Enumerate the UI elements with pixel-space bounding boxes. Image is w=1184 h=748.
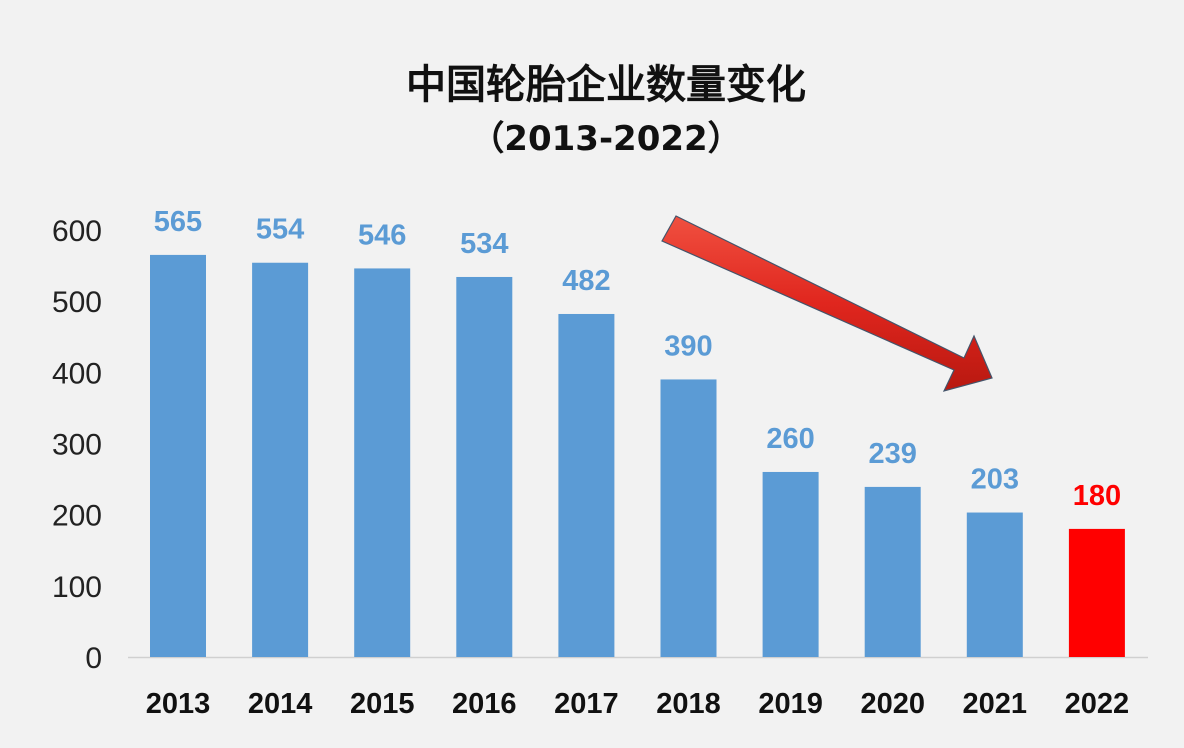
trend-arrow-icon (661, 215, 993, 392)
y-tick-label: 0 (85, 642, 102, 675)
bar (1068, 528, 1125, 657)
plot-area: 0 100 200 300 400 500 600 565 2013 554 2014 546 2015… (52, 206, 1148, 720)
data-label: 546 (358, 219, 406, 251)
data-label: 482 (562, 265, 610, 297)
chart-title: 中国轮胎企业数量变化 (406, 62, 806, 108)
data-label: 203 (971, 464, 1019, 496)
y-tick-label: 500 (52, 286, 102, 319)
data-label: 534 (460, 228, 508, 260)
bar (252, 262, 309, 657)
x-tick-label: 2015 (350, 688, 415, 720)
data-label: 239 (869, 438, 917, 470)
data-label: 565 (154, 206, 202, 238)
y-tick-label: 600 (52, 215, 102, 248)
bar (150, 254, 206, 658)
data-label: 180 (1073, 480, 1121, 512)
bar (558, 313, 615, 657)
x-tick-label: 2018 (656, 688, 721, 720)
y-tick-label: 300 (52, 429, 102, 462)
y-tick-label: 200 (52, 500, 102, 533)
data-label: 554 (256, 214, 304, 246)
data-label: 260 (766, 423, 814, 455)
x-tick-label: 2021 (963, 688, 1028, 720)
y-tick-label: 100 (52, 571, 102, 604)
x-tick-label: 2013 (146, 688, 211, 720)
bar (966, 512, 1023, 657)
data-label: 390 (664, 330, 712, 362)
x-tick-label: 2017 (554, 688, 619, 720)
x-tick-label: 2022 (1065, 688, 1130, 720)
x-tick-label: 2014 (248, 688, 313, 720)
bar (660, 379, 717, 657)
bar (354, 268, 411, 657)
y-tick-label: 400 (52, 357, 102, 390)
bar (456, 276, 513, 657)
bar (864, 486, 921, 657)
bar (762, 471, 819, 657)
x-tick-label: 2019 (758, 688, 823, 720)
x-tick-label: 2020 (860, 688, 925, 720)
x-tick-label: 2016 (452, 688, 517, 720)
chart-subtitle: （2013-2022） (470, 119, 741, 159)
